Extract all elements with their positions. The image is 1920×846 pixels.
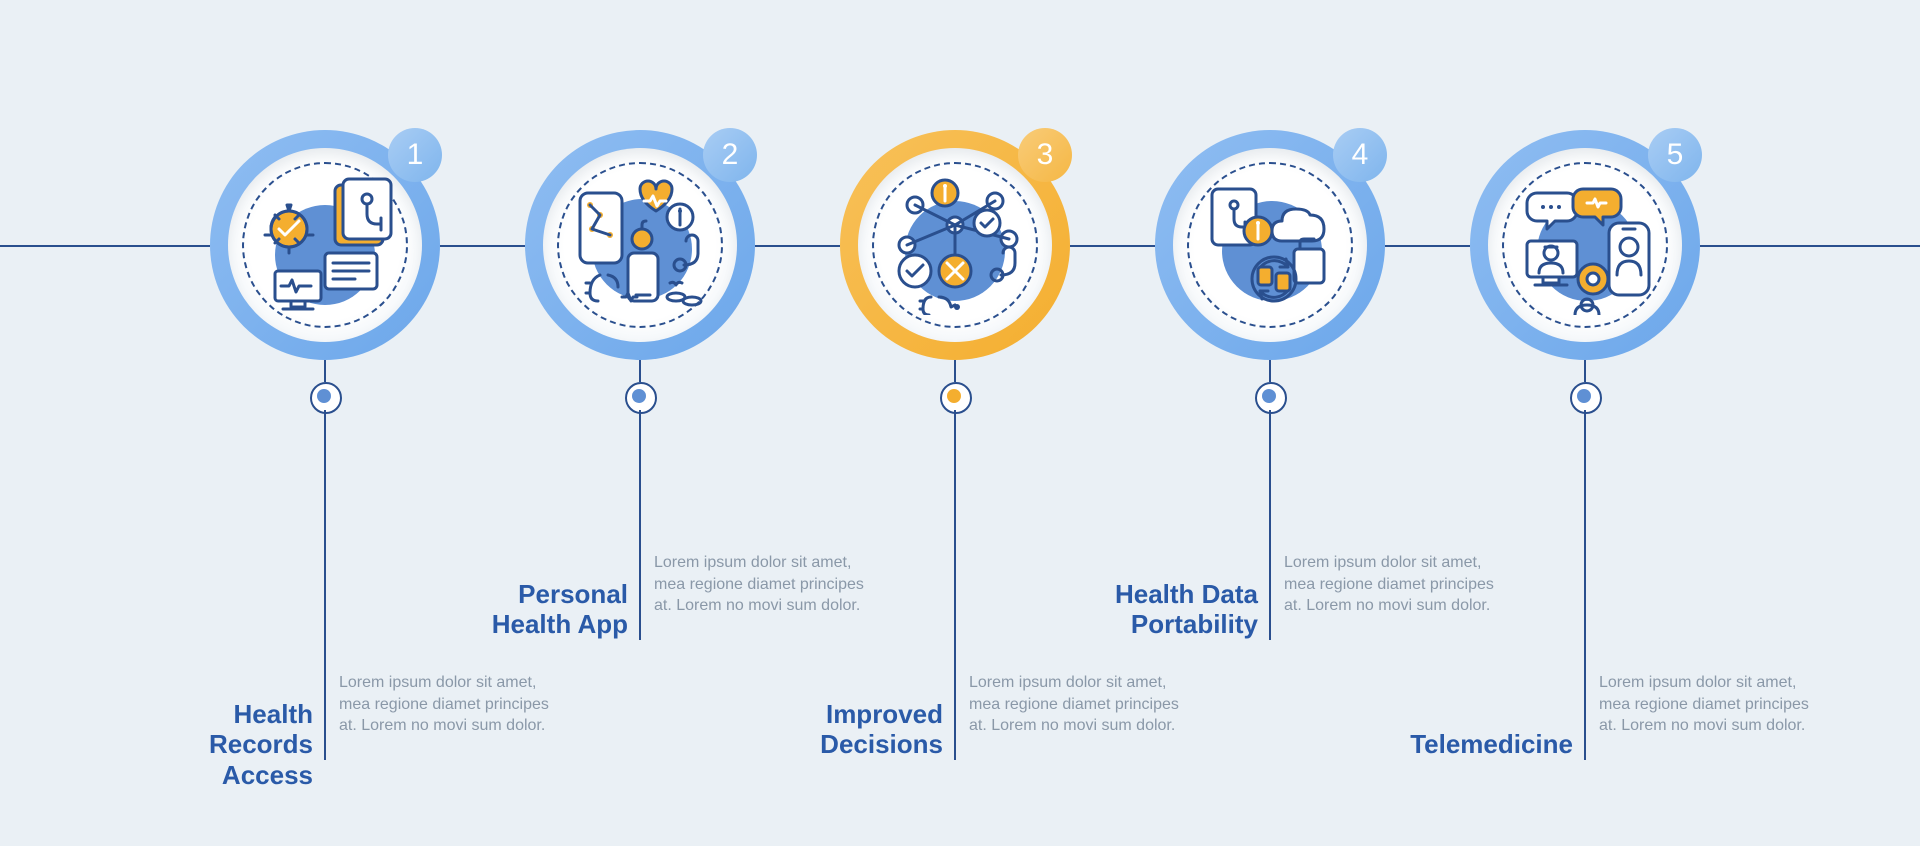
step-number: 1	[407, 138, 424, 172]
step-number-badge: 2	[703, 128, 757, 182]
step-title-line2: Access	[222, 760, 313, 790]
step-title-line1: Personal	[518, 579, 628, 609]
step-body: Lorem ipsum dolor sit amet, mea regione …	[1284, 552, 1509, 617]
step-marker-dot	[1570, 382, 1602, 414]
step-title-line2: Telemedicine	[1410, 729, 1573, 759]
step-body: Lorem ipsum dolor sit amet, mea regione …	[969, 672, 1194, 737]
step-circle: 1	[210, 130, 440, 360]
step-title-line1: Health Records	[209, 699, 313, 760]
step-number-badge: 3	[1018, 128, 1072, 182]
step-connector-lower	[1584, 410, 1586, 760]
step-number-badge: 4	[1333, 128, 1387, 182]
step-marker-dot	[625, 382, 657, 414]
step-number-badge: 1	[388, 128, 442, 182]
step-title: ImprovedDecisions	[813, 699, 943, 760]
step-circle: 2	[525, 130, 755, 360]
step-number-badge: 5	[1648, 128, 1702, 182]
health-data-portability-icon	[1200, 175, 1340, 315]
telemedicine-icon	[1515, 175, 1655, 315]
step-connector-upper	[324, 360, 326, 382]
step-marker-dot	[310, 382, 342, 414]
personal-health-app-icon	[570, 175, 710, 315]
step-connector-upper	[639, 360, 641, 382]
improved-decisions-icon	[885, 175, 1025, 315]
step-title: Telemedicine	[1398, 729, 1573, 760]
step-title-line1: Health Data	[1115, 579, 1258, 609]
step-body: Lorem ipsum dolor sit amet, mea regione …	[654, 552, 879, 617]
step-connector-upper	[954, 360, 956, 382]
step-title-line2: Portability	[1131, 609, 1258, 639]
step-marker-dot	[940, 382, 972, 414]
step-title-line2: Decisions	[820, 729, 943, 759]
step-title: Health DataPortability	[1108, 579, 1258, 640]
step-circle: 5	[1470, 130, 1700, 360]
infographic-stage: 1 Health RecordsAccess Lorem ipsum dolor s…	[0, 0, 1920, 846]
step-connector-lower	[954, 410, 956, 760]
step-number: 2	[722, 138, 739, 172]
step-connector-lower	[1269, 410, 1271, 640]
step-connector-lower	[639, 410, 641, 640]
step-number: 3	[1037, 138, 1054, 172]
step-connector-upper	[1584, 360, 1586, 382]
step-title-line1: Improved	[826, 699, 943, 729]
step-number: 4	[1352, 138, 1369, 172]
step-body: Lorem ipsum dolor sit amet, mea regione …	[1599, 672, 1824, 737]
step-title: PersonalHealth App	[488, 579, 628, 640]
step-body: Lorem ipsum dolor sit amet, mea regione …	[339, 672, 564, 737]
step-title-line2: Health App	[492, 609, 628, 639]
step-circle: 4	[1155, 130, 1385, 360]
step-connector-lower	[324, 410, 326, 760]
step-connector-upper	[1269, 360, 1271, 382]
step-marker-dot	[1255, 382, 1287, 414]
step-number: 5	[1667, 138, 1684, 172]
step-circle: 3	[840, 130, 1070, 360]
step-title: Health RecordsAccess	[133, 699, 313, 791]
health-records-icon	[255, 175, 395, 315]
